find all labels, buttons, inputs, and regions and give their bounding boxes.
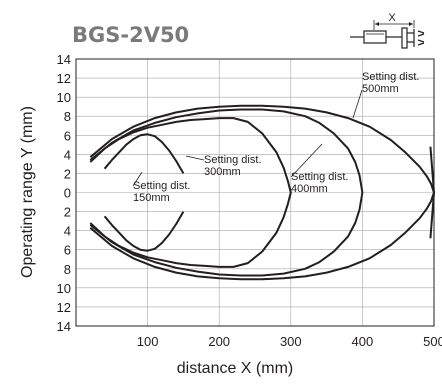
y-tick-label: 10 xyxy=(57,90,71,105)
y-tick-label: 8 xyxy=(64,262,71,277)
chart-title: BGS-2V50 xyxy=(72,23,189,47)
y-tick-label: 2 xyxy=(64,166,71,181)
y-tick-label: 6 xyxy=(64,128,71,143)
series-curve-1-lower xyxy=(103,211,185,252)
series-curve-2 xyxy=(89,117,292,268)
annotation-text: 300mm xyxy=(204,166,241,178)
x-tick-labels: 100 200 300 400 500 xyxy=(137,334,442,349)
y-tick-label: 12 xyxy=(57,300,71,315)
plot-frame xyxy=(75,58,435,327)
diagram-x-label: X xyxy=(388,12,396,24)
y-tick-label: 12 xyxy=(57,71,71,86)
y-tick-label: 10 xyxy=(57,281,71,296)
annotation-text: Setting dist. xyxy=(362,71,419,83)
annotation-leader xyxy=(352,89,363,119)
sensor-diagram-icon xyxy=(350,20,425,49)
x-tick-label: 300 xyxy=(280,334,302,349)
annotation-text: Setting dist. xyxy=(291,171,348,183)
x-tick-label: 100 xyxy=(137,334,159,349)
grid xyxy=(76,58,434,327)
annotation-text: Setting dist. xyxy=(204,154,261,166)
annotation-text: 500mm xyxy=(362,83,399,95)
x-tick-label: 400 xyxy=(352,334,374,349)
annotation-leader xyxy=(185,155,205,161)
y-tick-label: 14 xyxy=(57,52,71,67)
y-tick-label: 8 xyxy=(64,109,71,124)
y-tick-labels: 14 12 10 8 6 4 2 0 2 4 6 8 10 12 14 xyxy=(57,52,71,334)
y-tick-label: 4 xyxy=(64,224,71,239)
annotation-text: 150mm xyxy=(133,192,170,204)
series-curve-1-upper xyxy=(103,133,185,174)
annotation-text: Setting dist. xyxy=(133,180,190,192)
y-tick-label: 14 xyxy=(57,319,71,334)
y-tick-label: 4 xyxy=(64,147,71,162)
y-axis-label: Operating range Y (mm) xyxy=(19,106,36,278)
x-tick-label: 200 xyxy=(208,334,230,349)
series-curve-3 xyxy=(89,108,364,277)
annotation-text: 400mm xyxy=(291,183,328,195)
annotation-leader xyxy=(132,171,143,187)
x-axis-label: distance X (mm) xyxy=(177,360,293,377)
y-tick-label: 6 xyxy=(64,243,71,258)
y-tick-label: 0 xyxy=(64,186,71,201)
annotation-leader xyxy=(290,143,323,178)
y-tick-label: 2 xyxy=(64,205,71,220)
x-tick-label: 500 xyxy=(423,334,442,349)
